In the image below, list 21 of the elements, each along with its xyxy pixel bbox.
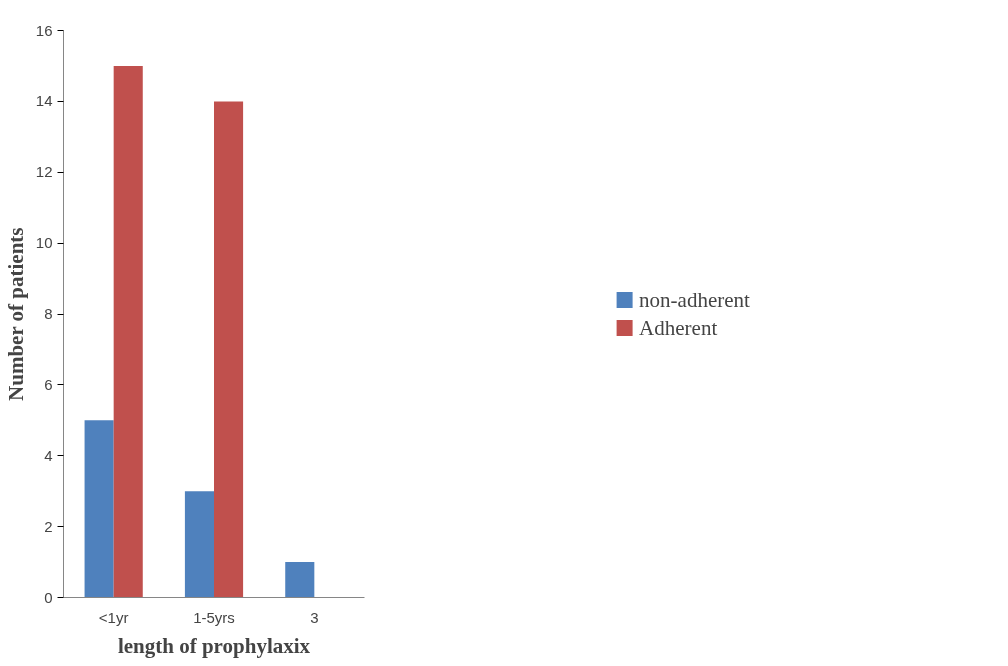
bar	[285, 562, 315, 598]
x-tick-label: 1-5yrs	[193, 608, 235, 626]
y-tick-label: 16	[35, 21, 53, 39]
y-tick-label: 8	[44, 305, 53, 322]
y-tick-label: 4	[44, 446, 53, 464]
y-axis-title: Number of patients	[3, 227, 28, 401]
bar	[84, 420, 114, 598]
x-axis-title: length of prophylaxix	[117, 633, 311, 658]
y-tick-label: 14	[35, 92, 53, 110]
bar	[184, 491, 214, 598]
bar	[214, 101, 244, 598]
y-tick-label: 12	[35, 163, 53, 181]
x-tick-label: 3	[310, 608, 319, 626]
x-tick-label: <1yr	[98, 608, 129, 626]
y-tick-label: 0	[44, 588, 53, 606]
bar	[113, 65, 143, 598]
legend-label: non-adherent	[639, 287, 750, 312]
legend-label: Adherent	[639, 315, 718, 340]
y-tick-label: 10	[35, 234, 53, 252]
y-tick-label: 2	[44, 517, 53, 535]
y-tick-label: 6	[44, 375, 53, 393]
